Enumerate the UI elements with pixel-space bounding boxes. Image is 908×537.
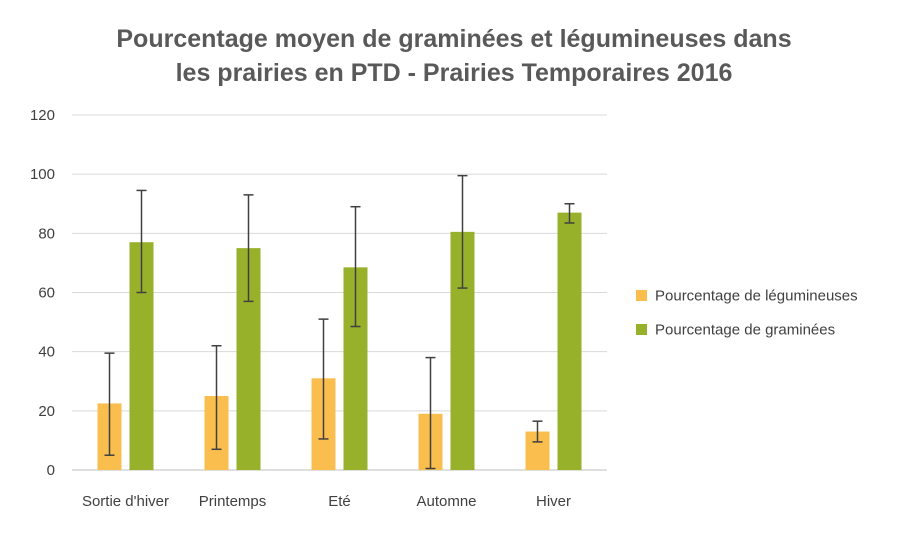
gridlines bbox=[72, 114, 607, 471]
error-bar-legumineuses-4 bbox=[532, 420, 543, 443]
bars bbox=[97, 212, 582, 470]
bar-graminees-4 bbox=[557, 212, 582, 470]
error-bar-graminees-2 bbox=[350, 205, 361, 328]
x-tick-label: Eté bbox=[328, 493, 351, 510]
legend-swatch-1 bbox=[636, 324, 647, 335]
x-tick-label: Automne bbox=[416, 493, 476, 510]
x-tick-label: Printemps bbox=[199, 493, 267, 510]
error-bar-legumineuses-2 bbox=[318, 318, 329, 440]
error-bar-legumineuses-1 bbox=[211, 345, 222, 451]
chart-title: Pourcentage moyen de graminées et légumi… bbox=[0, 22, 908, 90]
x-tick-label: Sortie d'hiver bbox=[82, 493, 169, 510]
y-tick-label: 0 bbox=[47, 462, 55, 479]
y-tick-label: 20 bbox=[38, 403, 55, 420]
legend-swatch-0 bbox=[636, 290, 647, 301]
error-bar-legumineuses-0 bbox=[104, 352, 115, 456]
y-tick-label: 60 bbox=[38, 285, 55, 302]
legend-label-1: Pourcentage de graminées bbox=[655, 322, 835, 339]
x-axis-tick-labels: Sortie d'hiver Printemps Eté Automne Hiver bbox=[82, 493, 571, 510]
legend-label-0: Pourcentage de légumineuses bbox=[655, 288, 858, 305]
chart-title-line-2: les prairies en PTD - Prairies Temporair… bbox=[175, 59, 733, 87]
error-bar-graminees-3 bbox=[457, 174, 468, 289]
error-bar-legumineuses-3 bbox=[425, 356, 436, 470]
y-tick-label: 100 bbox=[30, 166, 55, 183]
error-bar-graminees-4 bbox=[564, 203, 575, 224]
y-tick-label: 120 bbox=[30, 107, 55, 124]
error-bar-graminees-0 bbox=[136, 189, 147, 294]
y-tick-label: 80 bbox=[38, 225, 55, 242]
x-tick-label: Hiver bbox=[536, 493, 571, 510]
chart-title-line-1: Pourcentage moyen de graminées et légumi… bbox=[116, 25, 792, 53]
y-tick-label: 40 bbox=[38, 344, 55, 361]
error-bars bbox=[104, 174, 575, 470]
legend: Pourcentage de légumineuses Pourcentage d… bbox=[636, 288, 858, 339]
error-bar-graminees-1 bbox=[243, 194, 254, 303]
y-axis-tick-labels: 0 20 40 60 80 100 120 bbox=[30, 107, 55, 479]
